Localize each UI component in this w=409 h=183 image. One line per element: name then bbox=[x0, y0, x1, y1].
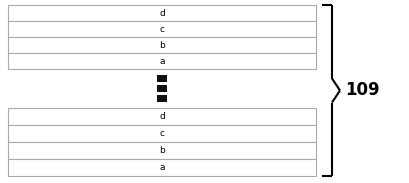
Bar bbox=[157, 94, 166, 102]
Text: a: a bbox=[159, 57, 164, 66]
Bar bbox=[8, 108, 315, 125]
Bar bbox=[157, 85, 166, 92]
Bar bbox=[8, 37, 315, 53]
Text: d: d bbox=[159, 112, 164, 121]
Text: c: c bbox=[159, 129, 164, 138]
Bar bbox=[8, 21, 315, 37]
Bar bbox=[157, 74, 166, 81]
Text: b: b bbox=[159, 40, 164, 49]
Text: b: b bbox=[159, 146, 164, 155]
Bar bbox=[8, 142, 315, 159]
Bar bbox=[8, 125, 315, 142]
Text: c: c bbox=[159, 25, 164, 33]
Bar bbox=[8, 159, 315, 176]
Text: d: d bbox=[159, 8, 164, 18]
Bar bbox=[8, 53, 315, 69]
Text: 109: 109 bbox=[344, 81, 379, 99]
Text: a: a bbox=[159, 163, 164, 172]
Bar bbox=[8, 5, 315, 21]
